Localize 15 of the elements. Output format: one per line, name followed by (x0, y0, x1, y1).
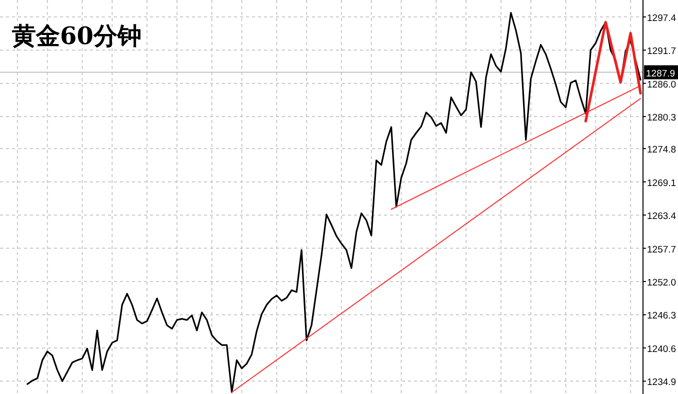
y-tick-label: 1269.1 (647, 178, 676, 189)
ref-line-label: 1287.9 (646, 68, 676, 80)
y-tick-label: 1246.3 (647, 310, 676, 322)
text: 黄金60分钟 (11, 21, 142, 50)
y-tick-label: 1263.4 (647, 211, 676, 222)
y-tick-label: 1280.3 (647, 112, 676, 124)
y-tick-label: 1286.0 (647, 79, 676, 90)
y-tick-label: 1234.9 (647, 377, 676, 388)
line-series (584, 20, 642, 123)
y-tick-label: 1274.8 (647, 144, 676, 156)
y-tick-label: 1291.7 (647, 46, 676, 58)
y-tick-label: 1257.7 (647, 244, 676, 256)
y-tick-label: 1297.4 (647, 12, 676, 24)
y-tick-label: 1252.0 (647, 278, 676, 289)
y-tick-label: 1240.6 (647, 344, 676, 355)
